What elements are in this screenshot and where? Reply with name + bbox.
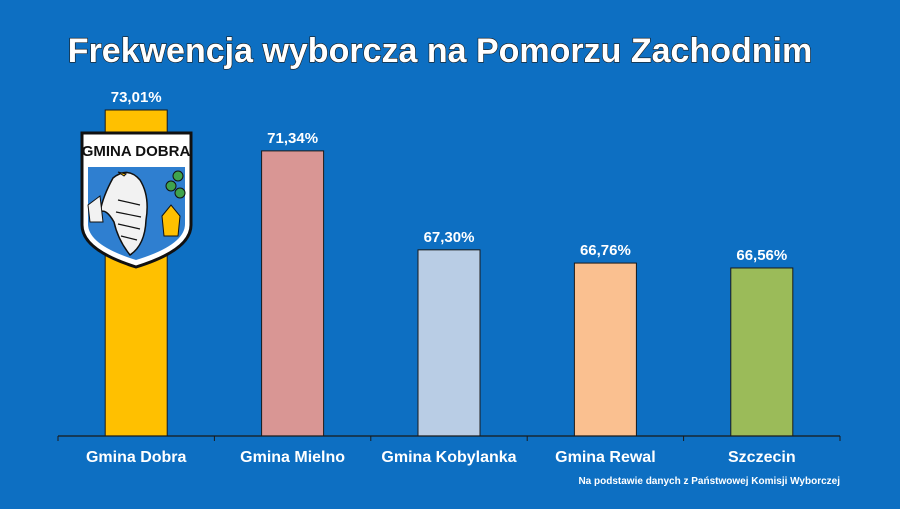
x-tick-label-4: Szczecin <box>728 449 796 466</box>
data-label-3: 66,76% <box>580 242 631 259</box>
bars-layer: 73,01% 71,34% 67,30% 66,76% 66,56% <box>104 89 794 437</box>
bar-1 <box>261 150 325 437</box>
x-tick-label-2: Gmina Kobylanka <box>381 449 516 466</box>
bar-4 <box>730 267 794 437</box>
x-tick-label-1: Gmina Mielno <box>240 449 345 466</box>
x-tick-label-0: Gmina Dobra <box>86 449 187 466</box>
bar-2 <box>417 249 481 437</box>
bar-3 <box>573 262 637 437</box>
data-label-4: 66,56% <box>736 247 787 264</box>
x-axis-ticks <box>57 436 841 441</box>
data-label-0: 73,01% <box>111 89 162 106</box>
chart-title: Frekwencja wyborcza na Pomorzu Zachodnim <box>68 32 812 70</box>
data-label-1: 71,34% <box>267 130 318 147</box>
x-tick-label-3: Gmina Rewal <box>555 449 655 466</box>
x-axis-labels: Gmina Dobra Gmina Mielno Gmina Kobylanka Gm… <box>86 449 796 466</box>
source-note: Na podstawie danych z Państwowej Komisji… <box>578 476 840 487</box>
coat-of-arms-eagle-icon: GMINA DOBRA <box>80 131 193 269</box>
crest-label: GMINA DOBRA <box>82 143 191 160</box>
data-label-2: 67,30% <box>424 229 475 246</box>
